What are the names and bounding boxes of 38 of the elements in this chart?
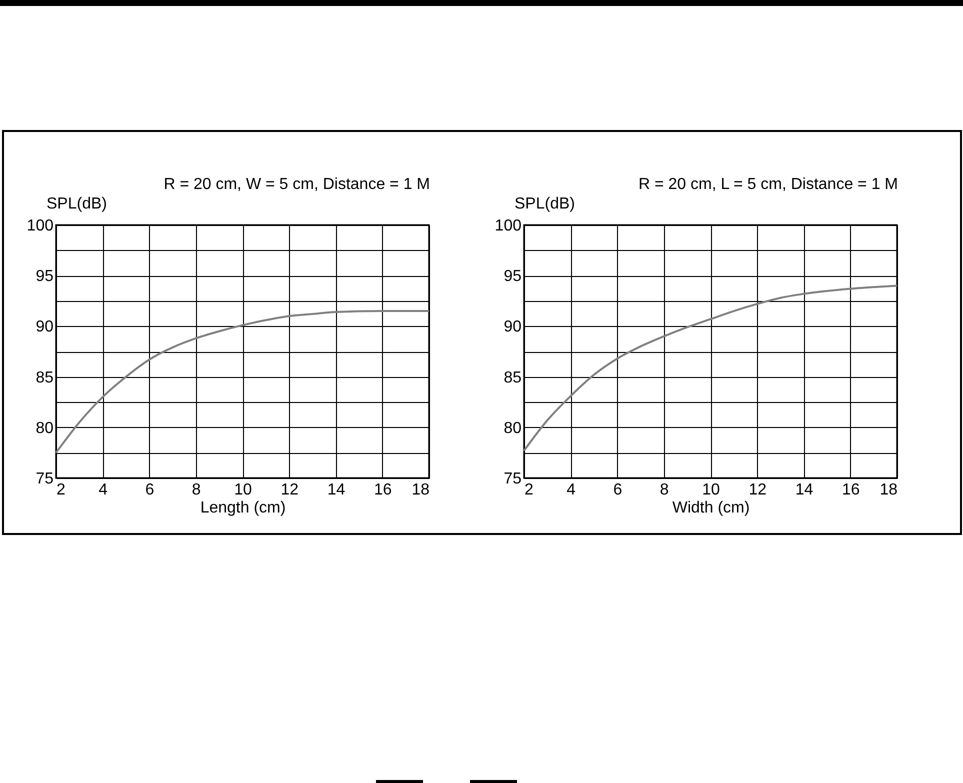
x-tick-label: 2: [56, 482, 66, 498]
x-tick-label: 10: [234, 482, 252, 498]
x-tick-label: 18: [412, 482, 430, 498]
x-tick-label: 12: [280, 482, 299, 498]
y-tick-label: 85: [36, 369, 54, 386]
x-tick-label: 4: [566, 482, 576, 498]
y-axis-title: SPL(dB): [46, 196, 107, 212]
line-series: [55, 310, 430, 454]
y-tick-label: 90: [504, 318, 522, 336]
y-tick-label: 95: [504, 268, 522, 286]
x-axis-title: Length (cm): [200, 500, 286, 516]
x-tick-label: 8: [192, 482, 201, 498]
x-tick-label: 2: [524, 482, 534, 498]
y-tick-label: 95: [36, 268, 54, 286]
y-tick-label: 80: [504, 420, 522, 437]
y-tick-label: 100: [26, 218, 54, 234]
x-tick-label: 14: [795, 482, 814, 498]
y-tick-label: 90: [36, 318, 54, 336]
x-tick-label: 6: [145, 482, 154, 498]
y-tick-label: 85: [504, 369, 522, 386]
x-tick-label: 18: [880, 482, 898, 498]
y-tick-label: 80: [36, 420, 54, 437]
chart-title: R = 20 cm, W = 5 cm, Distance = 1 M: [164, 176, 430, 193]
x-tick-label: 16: [374, 482, 392, 498]
x-tick-label: 14: [327, 482, 346, 498]
y-tick-label: 100: [494, 218, 522, 234]
x-tick-label: 8: [660, 482, 669, 498]
x-tick-label: 6: [613, 482, 622, 498]
x-tick-label: 12: [748, 482, 767, 498]
x-tick-label: 4: [98, 482, 108, 498]
x-axis-title: Width (cm): [672, 500, 750, 516]
x-tick-label: 10: [702, 482, 720, 498]
y-axis-title: SPL(dB): [514, 196, 575, 212]
x-tick-label: 16: [842, 482, 860, 498]
line-series: [523, 284, 898, 452]
y-tick-label: 75: [504, 470, 522, 488]
y-tick-label: 75: [36, 470, 54, 488]
chart-title: R = 20 cm, L = 5 cm, Distance = 1 M: [638, 176, 898, 193]
